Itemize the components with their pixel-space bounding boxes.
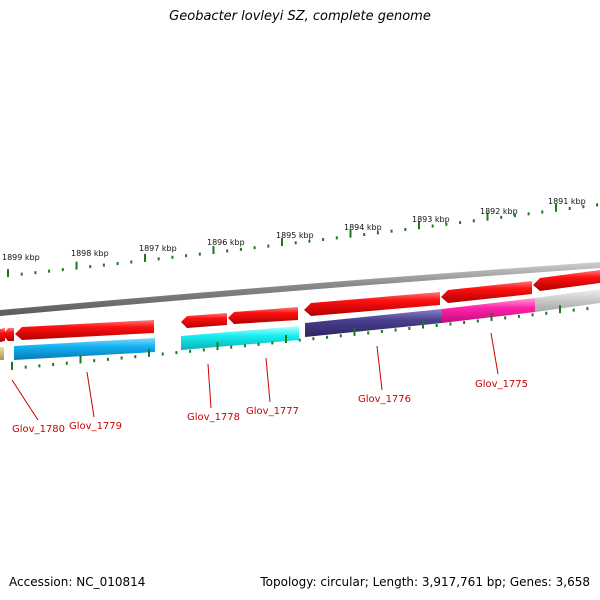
gene-arrow [441,281,532,303]
accession-text: Accession: NC_010814 [9,575,146,589]
gene-block [442,298,535,323]
gene-label-glov-1779: Glov_1779 [69,421,122,432]
genome-summary: Topology: circular; Length: 3,917,761 bp… [260,575,590,589]
gene-block [0,347,4,360]
gene-arrow [228,307,298,324]
forward-genes [0,270,600,342]
gene-label-glov-1775: Glov_1775 [475,379,528,390]
kbp-label: 1897 kbp [139,244,177,253]
map-title: Geobacter lovleyi SZ, complete genome [169,9,431,24]
gene-block [305,309,442,337]
kbp-labels: 1899 kbp 1898 kbp 1897 kbp 1896 kbp 1895… [2,197,586,262]
kbp-label: 1891 kbp [548,197,586,206]
gene-label-glov-1778: Glov_1778 [187,412,240,423]
backbone-ring [0,262,600,316]
kbp-label: 1898 kbp [71,249,109,258]
kbp-label: 1892 kbp [480,207,518,216]
kbp-label: 1895 kbp [276,231,314,240]
gene-label-glov-1777: Glov_1777 [246,406,299,417]
gene-label-glov-1780: Glov_1780 [12,424,65,435]
inner-tick-ring [11,305,589,370]
gene-arrow [15,320,154,340]
reverse-genes [0,289,600,360]
kbp-label: 1893 kbp [412,215,450,224]
outer-tick-ring [7,203,599,278]
gene-block [181,326,299,350]
kbp-label: 1899 kbp [2,253,40,262]
gene-block [535,289,600,312]
gene-labels: Glov_1780 Glov_1779 Glov_1778 Glov_1777 … [12,379,528,435]
gene-arrow [304,292,440,316]
label-leaders [11,332,499,421]
gene-arrow [3,328,14,341]
kbp-label: 1894 kbp [344,223,382,232]
gene-label-glov-1776: Glov_1776 [358,394,411,405]
kbp-label: 1896 kbp [207,238,245,247]
gene-block [14,338,155,360]
gene-arrow [0,328,5,342]
gene-arrow [181,313,227,328]
gene-arrow [533,270,600,291]
